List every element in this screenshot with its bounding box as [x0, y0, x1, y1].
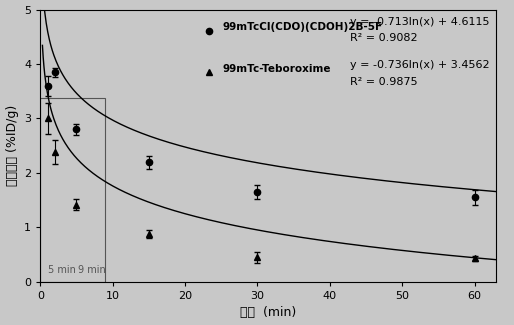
Bar — [40, 98, 105, 282]
Text: 9 min: 9 min — [78, 265, 106, 275]
Text: 99mTcCl(CDO)(CDOH)2B-5F: 99mTcCl(CDO)(CDOH)2B-5F — [223, 22, 383, 32]
Text: y = -0.736ln(x) + 3.4562: y = -0.736ln(x) + 3.4562 — [351, 60, 490, 71]
Text: R² = 0.9082: R² = 0.9082 — [351, 33, 418, 43]
Text: 5 min: 5 min — [47, 265, 76, 275]
X-axis label: 时间  (min): 时间 (min) — [240, 306, 297, 319]
Text: y = -0.713ln(x) + 4.6115: y = -0.713ln(x) + 4.6115 — [351, 17, 490, 27]
Text: 99mTc-Teboroxime: 99mTc-Teboroxime — [223, 64, 331, 74]
Text: R² = 0.9875: R² = 0.9875 — [351, 77, 418, 87]
Y-axis label: 心脏摄取 (%ID/g): 心脏摄取 (%ID/g) — [6, 105, 19, 186]
